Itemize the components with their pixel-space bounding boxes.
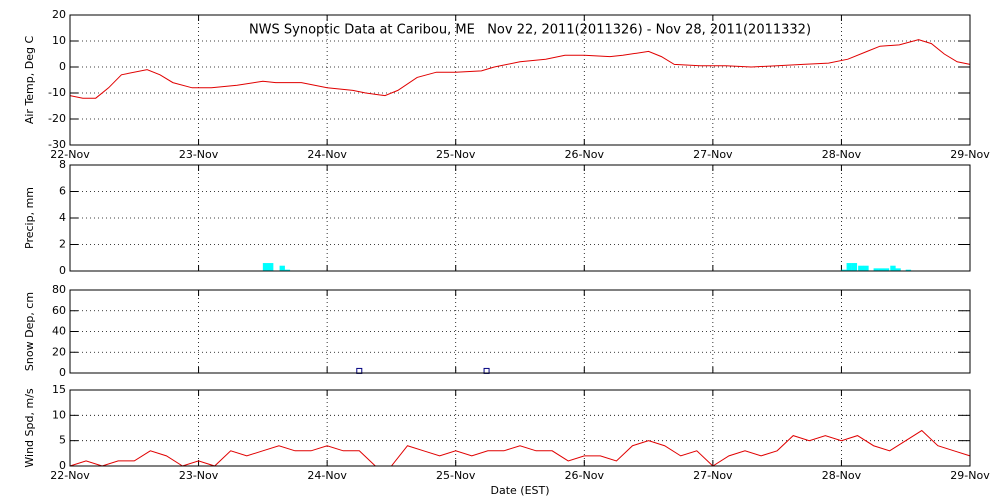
y-tick-label: 15 <box>52 383 66 396</box>
y-tick-label: 80 <box>52 283 66 296</box>
y-tick-label: 20 <box>52 345 66 358</box>
x-tick-label: 26-Nov <box>565 148 605 161</box>
bar <box>890 265 896 271</box>
y-tick-label: 60 <box>52 304 66 317</box>
bar <box>895 268 901 271</box>
y-tick-label: 20 <box>52 8 66 21</box>
x-tick-label: 23-Nov <box>179 148 219 161</box>
y-tick-label: 0 <box>59 264 66 277</box>
y-tick-label: -20 <box>48 112 66 125</box>
y-tick-label: 0 <box>59 366 66 379</box>
x-tick-label: 27-Nov <box>693 469 733 482</box>
y-axis-label: Precip, mm <box>23 187 36 249</box>
plot-frame <box>69 164 971 272</box>
x-tick-label: 24-Nov <box>307 469 347 482</box>
y-tick-label: 40 <box>52 325 66 338</box>
y-tick-label: 0 <box>59 60 66 73</box>
x-tick-label: 25-Nov <box>436 469 476 482</box>
bar <box>878 268 885 271</box>
bar <box>883 268 890 271</box>
x-axis-label: Date (EST) <box>490 484 549 497</box>
y-tick-label: 2 <box>59 238 66 251</box>
y-tick-label: -30 <box>48 138 66 151</box>
plot-frame <box>69 14 971 146</box>
x-tick-label: 26-Nov <box>565 469 605 482</box>
x-tick-label: 28-Nov <box>822 469 862 482</box>
x-tick-label: 25-Nov <box>436 148 476 161</box>
x-tick-label: 29-Nov <box>950 469 990 482</box>
y-axis-label: Wind Spd, m/s <box>23 388 36 468</box>
x-tick-label: 22-Nov <box>50 469 90 482</box>
bar <box>279 265 285 271</box>
bar <box>858 265 864 271</box>
y-tick-label: 5 <box>59 434 66 447</box>
data-line <box>69 429 971 467</box>
chart-title: NWS Synoptic Data at Caribou, ME Nov 22,… <box>249 23 811 38</box>
y-axis-label: Air Temp, Deg C <box>23 36 36 125</box>
bar <box>268 263 274 271</box>
bar <box>863 265 869 271</box>
x-tick-label: 24-Nov <box>307 148 347 161</box>
y-tick-label: 10 <box>52 408 66 421</box>
plot-frame <box>69 289 971 374</box>
bar <box>851 263 858 271</box>
x-tick-label: 23-Nov <box>179 469 219 482</box>
bar <box>841 269 847 271</box>
bar <box>905 269 912 271</box>
x-tick-label: 27-Nov <box>693 148 733 161</box>
bar <box>846 263 852 271</box>
data-line <box>69 39 971 99</box>
y-tick-label: 10 <box>52 34 66 47</box>
bar <box>262 263 269 271</box>
y-tick-label: 0 <box>59 459 66 472</box>
bar <box>873 268 879 271</box>
y-tick-label: 8 <box>59 158 66 171</box>
y-tick-label: -10 <box>48 86 66 99</box>
y-tick-label: 6 <box>59 185 66 198</box>
y-tick-label: 4 <box>59 211 66 224</box>
x-tick-label: 29-Nov <box>950 148 990 161</box>
plot-frame <box>69 389 971 467</box>
x-tick-label: 28-Nov <box>822 148 862 161</box>
y-axis-label: Snow Dep, cm <box>23 292 36 371</box>
x-tick-label: 22-Nov <box>50 148 90 161</box>
bar <box>284 269 291 271</box>
